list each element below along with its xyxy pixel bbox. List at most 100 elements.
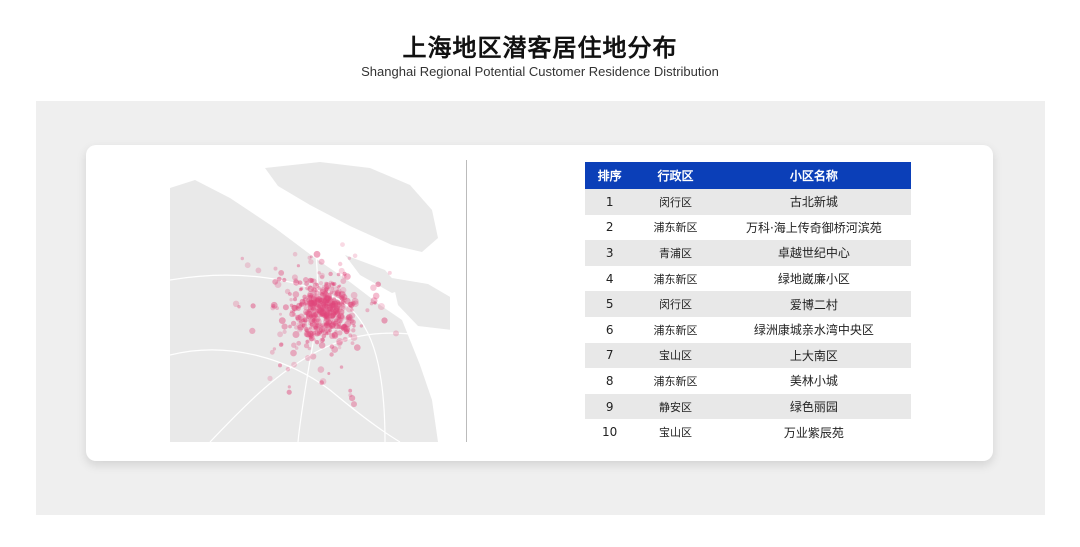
customer-dot <box>393 330 399 337</box>
customer-dot <box>332 297 337 301</box>
customer-dot <box>304 300 312 308</box>
customer-dot <box>310 305 315 311</box>
customer-dot <box>340 278 347 284</box>
customer-dot <box>328 271 333 277</box>
customer-dot <box>277 331 283 338</box>
customer-dot <box>305 331 312 338</box>
river-island <box>345 255 402 293</box>
customer-dot <box>331 300 336 305</box>
customer-dot <box>307 306 315 313</box>
customer-dot <box>338 267 345 274</box>
customer-dot <box>332 309 337 314</box>
customer-dot <box>343 325 350 333</box>
customer-dot <box>317 308 324 315</box>
customer-dot <box>346 313 353 321</box>
header-district: 行政区 <box>634 162 717 189</box>
customer-dot <box>325 299 332 306</box>
customer-dot <box>316 308 321 314</box>
customer-dot <box>278 342 284 347</box>
customer-dot <box>329 325 333 329</box>
customer-dot <box>327 297 334 304</box>
customer-dot <box>329 303 333 307</box>
customer-dot <box>326 304 330 309</box>
customer-dot <box>270 305 276 311</box>
customer-dot <box>340 324 347 331</box>
customer-dot <box>297 280 303 285</box>
customer-dot <box>341 294 348 301</box>
customer-dot <box>325 299 330 303</box>
customer-dot <box>331 346 339 353</box>
customer-dot <box>322 295 328 300</box>
customer-dot <box>311 318 317 324</box>
customer-dot <box>329 298 333 303</box>
customer-dot <box>322 299 328 305</box>
customer-dot <box>311 313 315 318</box>
customer-dot <box>308 322 312 326</box>
customer-dot <box>315 297 321 303</box>
customer-dot <box>331 332 339 339</box>
customer-dot <box>318 310 325 317</box>
customer-dot <box>313 302 318 307</box>
customer-dot <box>286 389 292 395</box>
customer-dot <box>319 303 326 310</box>
customer-dot <box>329 333 336 339</box>
customer-dot <box>331 331 338 338</box>
customer-dot <box>302 297 308 302</box>
cell-community: 古北新城 <box>716 189 911 215</box>
customer-dot <box>267 375 273 381</box>
customer-dot <box>311 297 317 304</box>
customer-dot <box>320 323 324 327</box>
customer-dot <box>331 290 337 296</box>
customer-dot <box>331 282 336 286</box>
customer-dot <box>350 300 356 306</box>
customer-dot <box>330 308 334 312</box>
customer-dot <box>334 305 340 311</box>
customer-dot <box>329 282 335 288</box>
customer-dot <box>304 309 311 316</box>
customer-dot <box>306 312 313 320</box>
customer-dot <box>314 299 321 306</box>
customer-dot <box>359 324 364 328</box>
customer-dot <box>310 314 317 322</box>
customer-dot <box>369 301 374 306</box>
customer-dot <box>292 251 298 257</box>
customer-dot <box>306 294 313 301</box>
customer-dot <box>294 325 299 330</box>
customer-dots <box>232 242 399 408</box>
customer-dot <box>296 321 304 329</box>
customer-dot <box>337 318 342 323</box>
customer-dot <box>334 310 338 315</box>
customer-dot <box>315 322 319 326</box>
customer-dot <box>322 297 330 304</box>
customer-dot <box>314 296 321 303</box>
cell-community: 爱博二村 <box>716 291 911 317</box>
customer-dot <box>350 308 354 312</box>
customer-dot <box>348 333 353 338</box>
customer-dot <box>249 327 256 334</box>
table-row: 4 浦东新区 绿地崴廉小区 <box>585 266 911 292</box>
customer-dot <box>305 286 310 291</box>
customer-dot <box>338 291 346 299</box>
customer-dot <box>332 300 338 306</box>
customer-dot <box>304 331 310 338</box>
customer-dot <box>334 319 340 325</box>
customer-dot <box>309 322 314 327</box>
customer-dot <box>311 287 317 293</box>
customer-dot <box>304 281 309 286</box>
customer-dot <box>302 299 306 303</box>
customer-dot <box>341 300 345 304</box>
customer-dot <box>320 329 325 334</box>
customer-dot <box>308 259 314 265</box>
customer-dot <box>308 334 315 341</box>
customer-dot <box>330 320 336 326</box>
cell-rank: 6 <box>605 322 614 337</box>
cell-district: 宝山区 <box>634 342 717 369</box>
cell-district: 宝山区 <box>659 426 693 440</box>
customer-dot <box>370 284 377 291</box>
customer-dot <box>335 300 341 305</box>
customer-dot <box>299 303 303 307</box>
customer-dot <box>324 301 329 307</box>
customer-dot <box>327 301 333 307</box>
customer-dot <box>330 281 335 286</box>
customer-dot <box>333 315 340 322</box>
